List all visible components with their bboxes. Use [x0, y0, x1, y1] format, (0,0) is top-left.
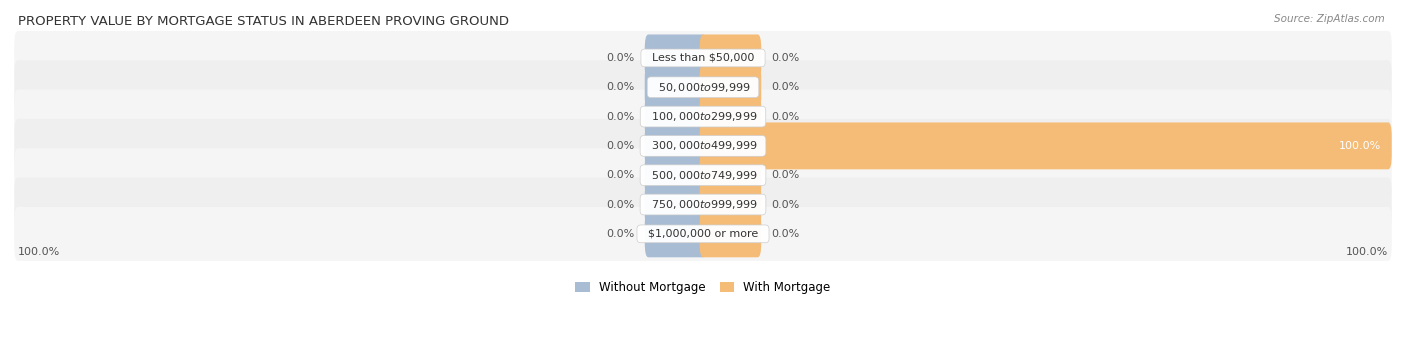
FancyBboxPatch shape [645, 152, 706, 199]
Legend: Without Mortgage, With Mortgage: Without Mortgage, With Mortgage [575, 281, 831, 294]
Text: 0.0%: 0.0% [772, 170, 800, 180]
Text: 0.0%: 0.0% [772, 200, 800, 209]
FancyBboxPatch shape [14, 90, 1392, 143]
Text: 0.0%: 0.0% [606, 229, 634, 239]
Text: 100.0%: 100.0% [1339, 141, 1382, 151]
Text: 0.0%: 0.0% [772, 112, 800, 122]
Text: 0.0%: 0.0% [772, 82, 800, 92]
Text: 0.0%: 0.0% [606, 141, 634, 151]
FancyBboxPatch shape [645, 34, 706, 81]
Text: 100.0%: 100.0% [18, 247, 60, 257]
Text: $300,000 to $499,999: $300,000 to $499,999 [644, 139, 762, 152]
FancyBboxPatch shape [14, 207, 1392, 261]
FancyBboxPatch shape [700, 181, 761, 228]
FancyBboxPatch shape [700, 210, 761, 257]
FancyBboxPatch shape [14, 119, 1392, 173]
Text: 100.0%: 100.0% [1346, 247, 1388, 257]
FancyBboxPatch shape [700, 93, 761, 140]
Text: PROPERTY VALUE BY MORTGAGE STATUS IN ABERDEEN PROVING GROUND: PROPERTY VALUE BY MORTGAGE STATUS IN ABE… [18, 15, 509, 28]
FancyBboxPatch shape [700, 122, 1392, 169]
Text: 0.0%: 0.0% [606, 170, 634, 180]
FancyBboxPatch shape [14, 31, 1392, 85]
FancyBboxPatch shape [14, 148, 1392, 202]
Text: $100,000 to $299,999: $100,000 to $299,999 [644, 110, 762, 123]
FancyBboxPatch shape [645, 93, 706, 140]
FancyBboxPatch shape [14, 60, 1392, 114]
FancyBboxPatch shape [645, 210, 706, 257]
Text: $1,000,000 or more: $1,000,000 or more [641, 229, 765, 239]
FancyBboxPatch shape [700, 64, 761, 111]
FancyBboxPatch shape [14, 177, 1392, 232]
Text: $750,000 to $999,999: $750,000 to $999,999 [644, 198, 762, 211]
FancyBboxPatch shape [700, 152, 761, 199]
Text: 0.0%: 0.0% [606, 112, 634, 122]
FancyBboxPatch shape [700, 34, 761, 81]
FancyBboxPatch shape [645, 64, 706, 111]
Text: 0.0%: 0.0% [606, 82, 634, 92]
Text: 0.0%: 0.0% [772, 53, 800, 63]
FancyBboxPatch shape [645, 181, 706, 228]
Text: $500,000 to $749,999: $500,000 to $749,999 [644, 169, 762, 182]
Text: $50,000 to $99,999: $50,000 to $99,999 [651, 81, 755, 94]
Text: 0.0%: 0.0% [606, 200, 634, 209]
Text: 0.0%: 0.0% [772, 229, 800, 239]
Text: Less than $50,000: Less than $50,000 [645, 53, 761, 63]
Text: Source: ZipAtlas.com: Source: ZipAtlas.com [1274, 14, 1385, 23]
FancyBboxPatch shape [645, 122, 706, 169]
Text: 0.0%: 0.0% [606, 53, 634, 63]
